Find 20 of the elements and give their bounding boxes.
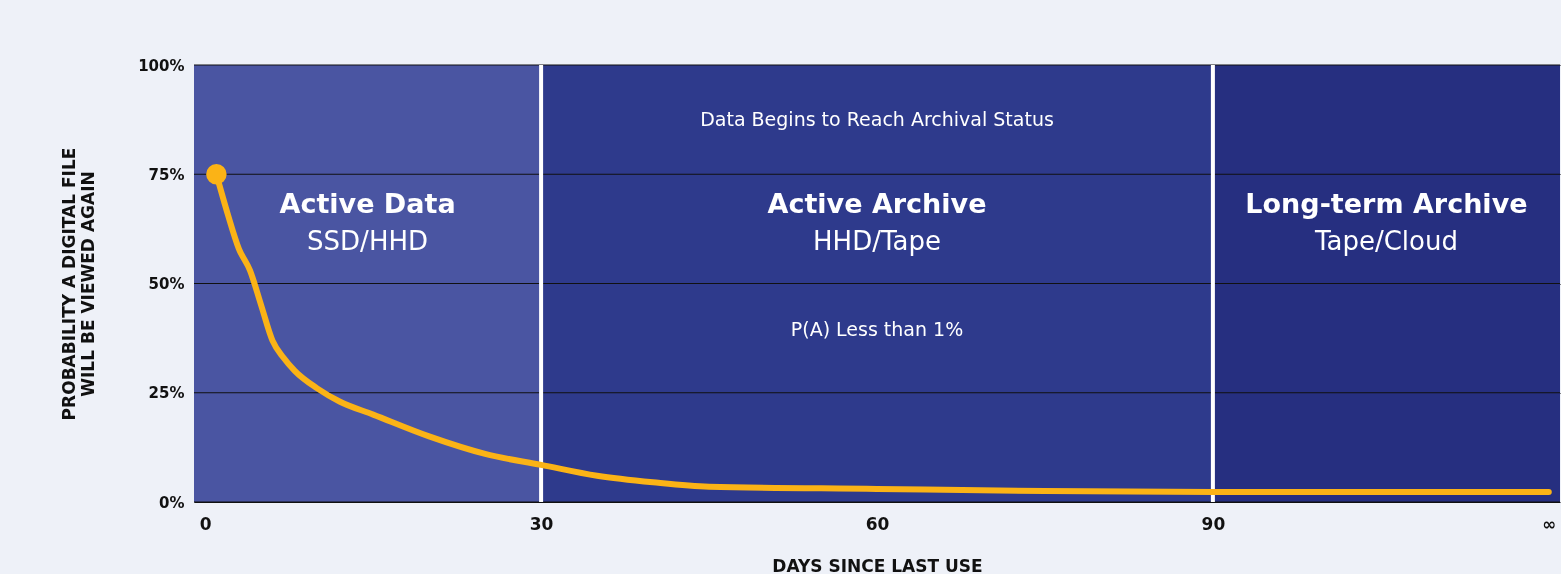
x-tick-label: 90: [1201, 513, 1226, 534]
annotation: Tape/Cloud: [1313, 226, 1458, 256]
y-axis-title: PROBABILITY A DIGITAL FILE WILL BE VIEWED AGAIN: [59, 147, 99, 421]
band-label: Active Data: [279, 188, 456, 219]
x-tick-label: 30: [529, 513, 554, 534]
annotation: SSD/HHD: [307, 226, 429, 256]
y-tick-label: 75%: [148, 165, 185, 184]
x-axis-title: DAYS SINCE LAST USE: [772, 555, 983, 574]
annotation: P(A) Less than 1%: [790, 318, 964, 340]
x-tick-label: 60: [865, 513, 890, 534]
y-tick-label: 50%: [148, 275, 185, 293]
band-label: Long-term Archive: [1245, 188, 1528, 219]
x-tick-label: ∞: [1542, 513, 1557, 534]
x-tick-label: 0: [199, 513, 212, 534]
y-tick-label: 100%: [138, 56, 185, 75]
annotation: Data Begins to Reach Archival Status: [700, 108, 1054, 130]
band-label: Active Archive: [767, 188, 987, 219]
annotation: HHD/Tape: [813, 226, 941, 256]
y-tick-label: 0%: [159, 493, 185, 512]
y-tick-label: 25%: [148, 384, 185, 403]
